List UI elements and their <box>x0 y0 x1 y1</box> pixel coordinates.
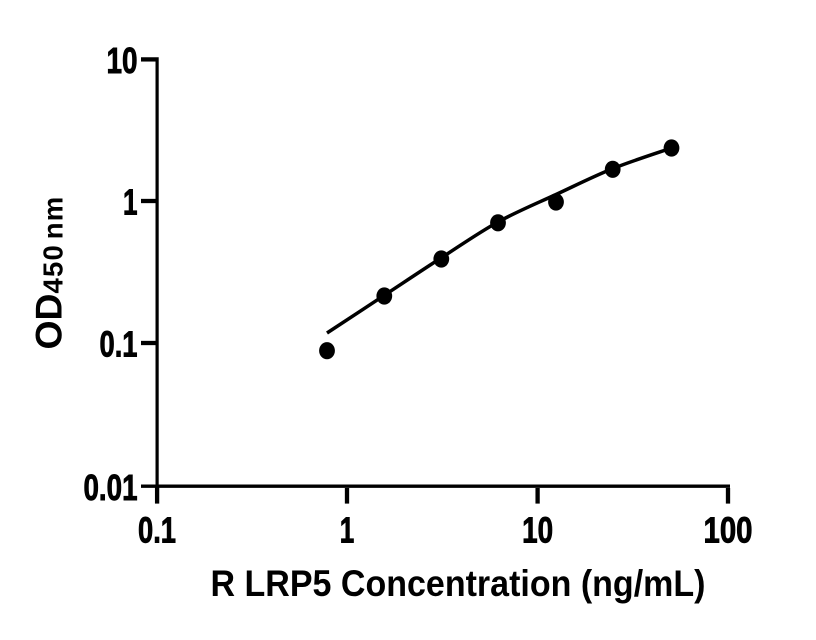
svg-text:10: 10 <box>107 40 138 81</box>
svg-text:10: 10 <box>522 509 553 550</box>
svg-text:0.01: 0.01 <box>84 467 138 508</box>
svg-text:0.1: 0.1 <box>138 509 176 550</box>
svg-text:0.1: 0.1 <box>100 324 138 365</box>
svg-text:100: 100 <box>704 509 753 550</box>
svg-text:OD450nm: OD450nm <box>28 196 69 350</box>
svg-text:1: 1 <box>123 182 138 223</box>
svg-text:R LRP5 Concentration (ng/mL): R LRP5 Concentration (ng/mL) <box>211 563 706 604</box>
svg-text:1: 1 <box>340 509 355 550</box>
